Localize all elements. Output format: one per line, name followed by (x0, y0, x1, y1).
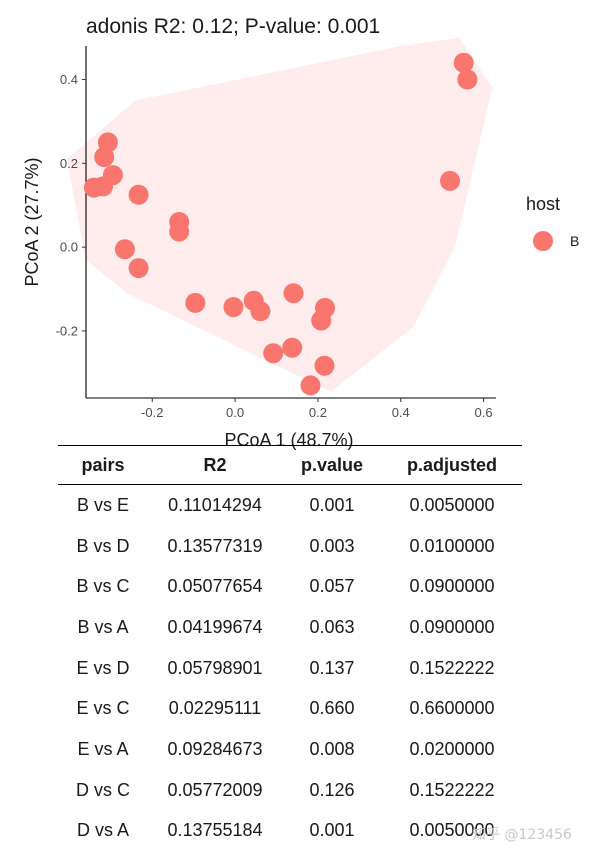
data-point (94, 147, 115, 167)
cell-pairs: E vs D (76, 657, 130, 678)
table-body: B vs E 0.11014294 0.001 0.0050000 B vs D 0.13… (58, 485, 522, 852)
data-point (300, 375, 321, 396)
data-point (263, 343, 284, 364)
x-axis-label: PCoA 1 (48.7%) (224, 430, 353, 450)
cell-p-adjusted: 0.0900000 (409, 616, 495, 637)
cell-r2: 0.09284673 (167, 738, 263, 759)
data-point (114, 239, 135, 260)
table-header-row: pairs R2 p.value p.adjusted (58, 445, 522, 485)
header-r2: R2 (203, 454, 227, 475)
data-point (314, 355, 335, 376)
data-point (453, 52, 474, 73)
table-row: B vs C 0.05077654 0.057 0.0900000 (58, 566, 522, 607)
cell-r2: 0.05798901 (167, 657, 263, 678)
table-row: E vs C 0.02295111 0.660 0.6600000 (58, 688, 522, 729)
header-p-value: p.value (300, 454, 364, 475)
data-point (83, 177, 104, 198)
cell-p-adjusted: 0.0050000 (409, 494, 495, 515)
cell-p-value: 0.063 (309, 616, 355, 637)
cell-r2: 0.11014294 (168, 494, 262, 515)
x-tick-label: 0.0 (226, 405, 244, 420)
table-row: D vs C 0.05772009 0.126 0.1522222 (58, 770, 522, 811)
results-table: pairs R2 p.value p.adjusted B vs E 0.1101… (58, 445, 522, 851)
cell-pairs: D vs A (76, 820, 129, 841)
confidence-ellipse (66, 37, 493, 392)
chart-title: adonis R2: 0.12; P-value: 0.001 (86, 15, 380, 38)
header-p-adjusted: p.adjusted (406, 454, 497, 475)
x-tick-label: -0.2 (141, 405, 163, 420)
header-pairs: pairs (81, 454, 125, 475)
cell-p-value: 0.057 (309, 576, 355, 597)
legend: host B (526, 194, 579, 251)
cell-pairs: D vs C (76, 779, 130, 800)
y-tick-label: 0.2 (60, 156, 78, 171)
cell-p-adjusted: 0.0050000 (409, 820, 495, 841)
data-point (185, 292, 206, 313)
cell-p-value: 0.660 (309, 698, 355, 719)
data-point (440, 170, 460, 191)
cell-pairs: B vs D (76, 535, 130, 556)
legend-label: B (570, 233, 579, 249)
data-point (250, 301, 271, 322)
cell-p-value: 0.137 (309, 657, 355, 678)
points-layer (83, 52, 478, 396)
cell-p-adjusted: 0.1522222 (409, 779, 495, 800)
cell-p-value: 0.008 (309, 738, 355, 759)
data-point (311, 310, 332, 331)
table-row: B vs D 0.13577319 0.003 0.0100000 (58, 526, 522, 567)
cell-p-value: 0.126 (309, 779, 355, 800)
legend-key-icon (533, 231, 553, 251)
table-row: B vs E 0.11014294 0.001 0.0050000 (58, 485, 522, 526)
cell-r2: 0.05772009 (167, 779, 263, 800)
data-point (169, 221, 190, 242)
data-point (283, 283, 304, 304)
axes-layer: -0.2 0.0 0.2 0.4 0.6 -0.2 0.0 0.2 0.4 (56, 46, 496, 420)
cell-p-value: 0.001 (309, 820, 355, 841)
confidence-ellipse-layer (66, 37, 493, 392)
data-point (128, 184, 149, 205)
cell-p-value: 0.001 (309, 494, 355, 515)
data-point (223, 297, 244, 318)
cell-pairs: B vs E (76, 494, 129, 515)
cell-p-adjusted: 0.1522222 (409, 657, 495, 678)
cell-pairs: B vs C (76, 576, 130, 597)
cell-r2: 0.13755184 (167, 820, 263, 841)
x-tick-label: 0.2 (309, 405, 327, 420)
cell-r2: 0.02295111 (168, 698, 262, 719)
cell-r2: 0.04199674 (167, 616, 263, 637)
cell-p-adjusted: 0.6600000 (409, 698, 495, 719)
y-tick-label: 0.4 (60, 72, 78, 87)
cell-pairs: E vs C (76, 698, 130, 719)
y-axis-label: PCoA 2 (27.7%) (22, 157, 42, 286)
table-row: E vs A 0.09284673 0.008 0.0200000 (58, 729, 522, 770)
table-row: E vs D 0.05798901 0.137 0.1522222 (58, 648, 522, 689)
cell-r2: 0.05077654 (167, 576, 263, 597)
cell-p-value: 0.003 (309, 535, 355, 556)
x-tick-label: 0.6 (475, 405, 493, 420)
data-point (457, 69, 478, 90)
cell-pairs: B vs A (77, 616, 129, 637)
pcoa-chart: adonis R2: 0.12; P-value: 0.001 -0.2 0.0 0… (22, 15, 579, 450)
y-tick-label: 0.0 (60, 240, 78, 255)
y-tick-label: -0.2 (56, 323, 78, 338)
watermark-text: 知乎 @123456 (472, 827, 572, 843)
cell-p-adjusted: 0.0100000 (409, 535, 495, 556)
pairwise-adonis-table: pairs R2 p.value p.adjusted B vs E 0.1101… (58, 445, 522, 851)
data-point (282, 337, 303, 358)
cell-r2: 0.13577319 (167, 535, 263, 556)
table-row: D vs A 0.13755184 0.001 0.0050000 (58, 811, 522, 852)
cell-p-adjusted: 0.0900000 (409, 576, 495, 597)
table-row: B vs A 0.04199674 0.063 0.0900000 (58, 607, 522, 648)
cell-p-adjusted: 0.0200000 (409, 738, 495, 759)
legend-title: host (526, 194, 560, 214)
data-point (128, 258, 149, 279)
x-tick-label: 0.4 (392, 405, 410, 420)
cell-pairs: E vs A (77, 738, 129, 759)
